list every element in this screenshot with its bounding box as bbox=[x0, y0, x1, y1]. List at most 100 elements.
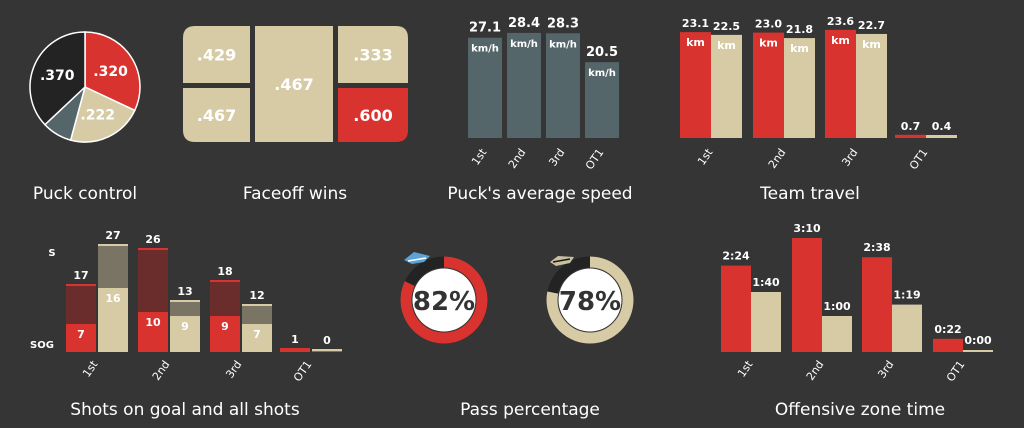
oz-value-label-1-0: 3:10 bbox=[793, 222, 821, 235]
speed-unit-label-1: km/h bbox=[510, 39, 538, 50]
travel-bar-2-0 bbox=[825, 29, 856, 138]
shots-category-label-2: 3rd bbox=[223, 358, 244, 380]
team-logo-home-icon bbox=[404, 252, 430, 264]
shots-bar-cap-3-1 bbox=[312, 349, 342, 351]
travel-unit-label-2-0: km bbox=[831, 34, 850, 47]
pass-ring-label-0: 82% bbox=[413, 287, 475, 317]
shots-value-label-0-1: 27 bbox=[105, 229, 120, 242]
sog-bar-0-1 bbox=[98, 288, 128, 352]
travel-bar-1-1 bbox=[784, 38, 815, 139]
speed-value-label-1: 28.4 bbox=[508, 16, 540, 31]
travel-category-label-2: 3rd bbox=[839, 146, 860, 168]
sog-value-label-1-1: 9 bbox=[181, 320, 189, 333]
oz-value-label-2-0: 2:38 bbox=[863, 241, 890, 254]
shots-category-label-0: 1st bbox=[80, 358, 101, 380]
sog-value-label-2-1: 7 bbox=[253, 328, 261, 341]
pie-slice-label-3: .370 bbox=[40, 68, 75, 84]
travel-value-label-1-0: 23.0 bbox=[755, 18, 782, 31]
faceoff-cell-0 bbox=[183, 26, 250, 83]
travel-category-label-3: OT1 bbox=[907, 146, 930, 172]
speed-unit-label-2: km/h bbox=[549, 39, 577, 50]
speed-bar-3 bbox=[585, 62, 619, 138]
oz-value-label-3-1: 0:00 bbox=[964, 334, 992, 347]
sog-bar-3-0 bbox=[280, 348, 310, 352]
shots-bar-cap-1-1 bbox=[170, 300, 200, 302]
sog-value-label-0-0: 7 bbox=[77, 328, 85, 341]
caption-faceoff-wins: Faceoff wins bbox=[242, 184, 348, 204]
speed-bar-2 bbox=[546, 33, 580, 138]
travel-bar-0-1 bbox=[711, 34, 742, 138]
travel-bar-3-1 bbox=[926, 135, 957, 138]
oz-value-label-0-0: 2:24 bbox=[722, 250, 750, 263]
speed-category-label-2: 3rd bbox=[546, 146, 567, 168]
speed-category-label-0: 1st bbox=[469, 146, 490, 168]
oz-value-label-2-1: 1:19 bbox=[893, 289, 920, 302]
shots-category-label-1: 2nd bbox=[150, 358, 173, 383]
oz-value-label-0-1: 1:40 bbox=[752, 276, 780, 289]
shots-value-label-3-1: 0 bbox=[323, 334, 331, 347]
speed-value-label-0: 27.1 bbox=[469, 21, 501, 36]
caption-oz-time: Offensive zone time bbox=[774, 400, 946, 420]
travel-value-label-2-1: 22.7 bbox=[858, 19, 885, 32]
oz-category-label-3: OT1 bbox=[944, 358, 967, 384]
travel-value-label-1-1: 21.8 bbox=[786, 23, 813, 36]
pass-ring-arc-1 bbox=[546, 256, 634, 344]
oz-bar-2-0 bbox=[862, 257, 892, 352]
shots-value-label-3-0: 1 bbox=[291, 333, 299, 346]
travel-bar-3-0 bbox=[895, 134, 926, 138]
travel-bar-1-0 bbox=[753, 32, 784, 139]
faceoff-cell-4 bbox=[338, 88, 408, 142]
shots-row-label-sog: SOG bbox=[30, 340, 54, 351]
speed-unit-label-0: km/h bbox=[471, 44, 499, 55]
caption-team-travel: Team travel bbox=[760, 184, 860, 204]
speed-unit-label-3: km/h bbox=[588, 68, 616, 79]
oz-bar-3-1 bbox=[963, 350, 993, 352]
pie-slice-1 bbox=[69, 85, 136, 143]
shots-bar-cap-1-0 bbox=[138, 248, 168, 250]
speed-bar-0 bbox=[468, 37, 502, 139]
travel-category-label-1: 2nd bbox=[766, 146, 789, 171]
pie-slice-3 bbox=[29, 31, 86, 126]
travel-category-label-0: 1st bbox=[695, 146, 716, 168]
faceoff-cell-label-4: .600 bbox=[353, 106, 392, 125]
sog-bar-0-0 bbox=[66, 324, 96, 352]
pie-slice-label-1: .222 bbox=[80, 107, 115, 123]
logo-away-stroke bbox=[552, 258, 571, 263]
travel-value-label-3-0: 0.7 bbox=[901, 120, 921, 133]
faceoff-cell-1 bbox=[255, 26, 333, 142]
oz-bar-3-0 bbox=[933, 338, 963, 352]
oz-value-label-3-0: 0:22 bbox=[934, 323, 961, 336]
pass-ring-center-1 bbox=[558, 268, 622, 332]
sog-bar-1-0 bbox=[138, 312, 168, 352]
caption-pass-percentage: Pass percentage bbox=[460, 400, 600, 420]
speed-category-label-3: OT1 bbox=[583, 146, 606, 172]
pass-ring-center-0 bbox=[412, 268, 476, 332]
faceoff-cell-2 bbox=[183, 88, 250, 142]
faceoff-cell-label-1: .467 bbox=[274, 75, 313, 94]
oz-bar-2-1 bbox=[892, 304, 922, 352]
shots-value-label-1-1: 13 bbox=[177, 285, 192, 298]
pass-ring-arc-0 bbox=[400, 256, 488, 344]
oz-bar-1-0 bbox=[792, 238, 822, 352]
oz-category-label-2: 3rd bbox=[875, 358, 896, 380]
faceoff-cell-label-0: .429 bbox=[197, 46, 236, 65]
shots-row-label-s: S bbox=[48, 248, 55, 259]
logo-home-stroke bbox=[407, 257, 427, 262]
pie-slice-label-0: .320 bbox=[93, 64, 128, 80]
speed-bar-1 bbox=[507, 32, 541, 138]
travel-unit-label-0-0: km bbox=[686, 36, 705, 49]
speed-category-label-1: 2nd bbox=[506, 146, 529, 171]
travel-bar-2-1 bbox=[856, 33, 887, 139]
travel-unit-label-0-1: km bbox=[717, 39, 736, 52]
oz-bar-0-0 bbox=[721, 265, 751, 352]
sog-bar-2-1 bbox=[242, 324, 272, 352]
caption-puck-control: Puck control bbox=[32, 184, 138, 204]
oz-category-label-0: 1st bbox=[735, 358, 756, 380]
speed-value-label-2: 28.3 bbox=[547, 16, 579, 31]
pie-slice-0 bbox=[84, 31, 141, 112]
sog-value-label-0-1: 16 bbox=[105, 292, 121, 305]
shots-value-label-0-0: 17 bbox=[73, 269, 88, 282]
travel-value-label-0-0: 23.1 bbox=[682, 17, 709, 30]
travel-value-label-2-0: 23.6 bbox=[827, 15, 854, 28]
